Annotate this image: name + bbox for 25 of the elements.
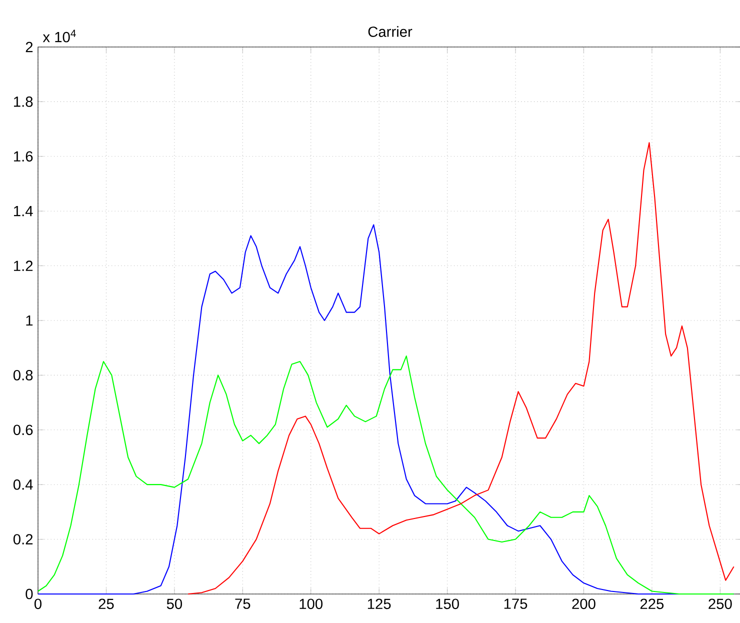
y-tick-label: 2 <box>26 42 33 52</box>
line-series <box>37 356 734 595</box>
x-tick-label: 25 <box>98 598 114 610</box>
y-tick-label: 0.8 <box>13 370 33 380</box>
text: x 10$^{4}$ <box>42 30 76 42</box>
chart-title: Carrier <box>368 26 412 37</box>
x-tick-label: 225 <box>640 598 664 610</box>
x-tick-label: 175 <box>504 598 528 609</box>
y-tick-label: 0 <box>26 588 33 600</box>
y-tick-label: 1.4 <box>14 206 33 216</box>
x-tick-label: 125 <box>368 598 391 610</box>
y-tick-label: 1.2 <box>14 260 33 271</box>
y-tick-label: 1 <box>26 315 33 326</box>
y-tick-label: 0.6 <box>13 424 33 436</box>
x-tick-label: 75 <box>235 598 250 609</box>
y-tick-label: 1.8 <box>14 96 33 107</box>
x-tick-label: 200 <box>572 598 596 610</box>
y-tick-label: 1.6 <box>14 151 33 162</box>
x-tick-label: 150 <box>436 598 459 610</box>
x-tick-label: 250 <box>708 598 732 610</box>
y-tick-label: 0.2 <box>13 534 33 544</box>
x-tick-label: 0 <box>34 598 42 610</box>
x-tick-label: 100 <box>300 598 323 610</box>
y-tick-label: 0.4 <box>13 479 33 490</box>
x-tick-label: 50 <box>166 598 182 610</box>
